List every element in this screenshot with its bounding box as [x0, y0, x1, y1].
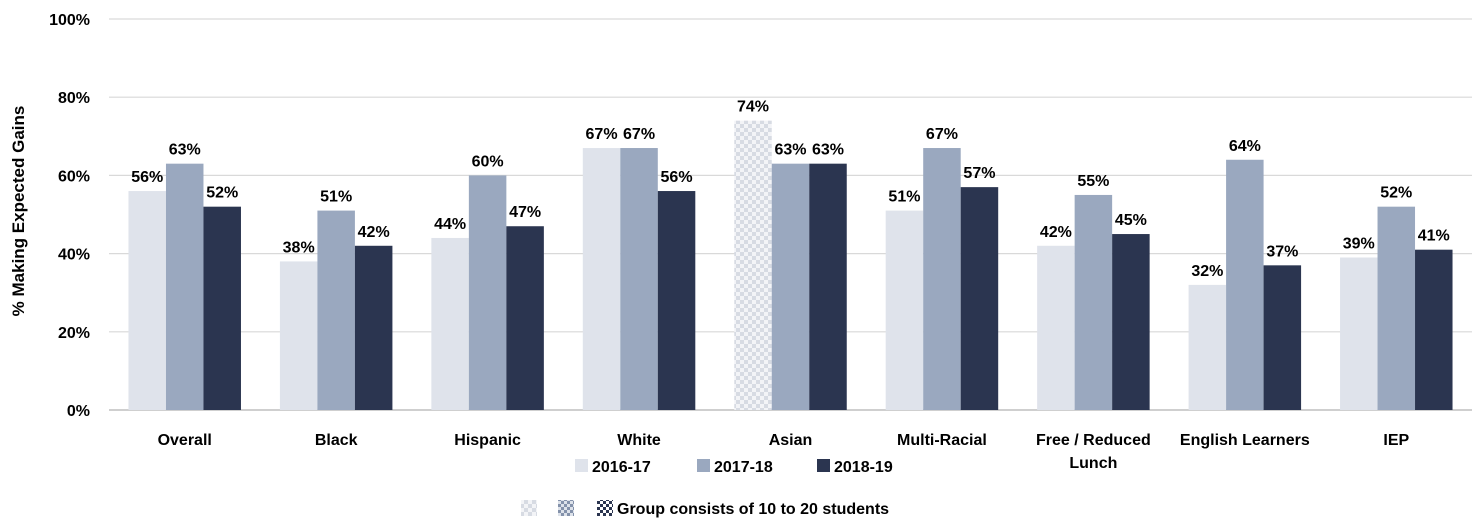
- y-tick-label: 60%: [58, 168, 90, 185]
- bar-black-2017-18: [317, 210, 355, 410]
- bar-overall-2016-17: [128, 191, 166, 410]
- category-label: IEP: [1383, 432, 1409, 449]
- data-label: 64%: [1229, 138, 1261, 155]
- bar-hispanic-2018-19: [506, 226, 544, 410]
- y-tick-label: 20%: [58, 325, 90, 342]
- data-label: 55%: [1077, 173, 1109, 190]
- data-label: 51%: [888, 189, 920, 206]
- data-label: 63%: [774, 142, 806, 159]
- y-axis: 0% 20% 40% 60% 80% 100%: [49, 12, 90, 420]
- category-label: Hispanic: [454, 432, 521, 449]
- data-label: 57%: [963, 165, 995, 182]
- data-label: 52%: [206, 185, 238, 202]
- bar-free-reduced-lunch-2018-19: [1112, 234, 1150, 410]
- bar-multi-racial-2018-19: [960, 187, 999, 410]
- y-axis-label: % Making Expected Gains: [9, 106, 28, 317]
- small-group-note: Group consists of 10 to 20 students: [521, 500, 889, 518]
- bar-hispanic-2016-17: [431, 237, 469, 410]
- bar-multi-racial-2017-18: [923, 148, 961, 410]
- data-label: 67%: [623, 126, 655, 143]
- legend-swatch-small-group-2017-18: [558, 500, 574, 516]
- data-label: 44%: [434, 216, 466, 233]
- data-label: 38%: [283, 239, 315, 256]
- legend-swatch-2017-18: [697, 459, 710, 472]
- bar-english-learners-2016-17: [1188, 284, 1227, 410]
- y-tick-label: 40%: [58, 247, 90, 264]
- bars: [128, 120, 1453, 410]
- x-axis: Overall Black Hispanic White Asian Multi-Raci…: [158, 432, 1410, 472]
- category-label: White: [617, 432, 661, 449]
- bar-free-reduced-lunch-2017-18: [1074, 194, 1113, 410]
- bar-iep-2017-18: [1377, 206, 1416, 410]
- bar-asian-2016-17: [734, 120, 772, 410]
- data-label: 51%: [320, 189, 352, 206]
- data-label: 56%: [131, 169, 163, 186]
- bar-overall-2017-18: [165, 163, 204, 410]
- bar-iep-2018-19: [1415, 249, 1453, 410]
- data-label: 67%: [926, 126, 958, 143]
- data-label: 41%: [1418, 228, 1450, 245]
- legend-label-2018-19: 2018-19: [834, 459, 893, 476]
- data-label: 60%: [472, 153, 504, 170]
- data-label: 47%: [509, 204, 541, 221]
- category-label: Multi-Racial: [897, 432, 987, 449]
- legend-swatch-2016-17: [575, 459, 588, 472]
- bar-black-2016-17: [279, 261, 318, 410]
- bar-white-2016-17: [582, 148, 621, 410]
- category-label: Lunch: [1069, 455, 1117, 472]
- data-label: 74%: [737, 99, 769, 116]
- data-label: 42%: [358, 224, 390, 241]
- bar-overall-2018-19: [203, 206, 241, 410]
- data-label: 37%: [1266, 243, 1298, 260]
- y-tick-label: 80%: [58, 90, 90, 107]
- data-label: 63%: [169, 142, 201, 159]
- data-label: 32%: [1191, 263, 1223, 280]
- legend-swatch-2018-19: [817, 459, 830, 472]
- legend-label-2016-17: 2016-17: [592, 459, 651, 476]
- legend: 2016-17 2017-18 2018-19: [575, 459, 893, 476]
- data-label: 39%: [1343, 236, 1375, 253]
- bar-english-learners-2017-18: [1226, 159, 1264, 410]
- data-label: 45%: [1115, 212, 1147, 229]
- bar-white-2017-18: [620, 148, 658, 410]
- bar-asian-2018-19: [809, 163, 847, 410]
- y-tick-label: 100%: [49, 12, 90, 29]
- legend-label-2017-18: 2017-18: [714, 459, 773, 476]
- category-label: English Learners: [1180, 432, 1310, 449]
- data-label: 42%: [1040, 224, 1072, 241]
- data-labels: 56% 63% 52% 38% 51% 42% 44% 60% 47% 67% 67% 56% 74% 6…: [131, 99, 1450, 280]
- small-group-note-text: Group consists of 10 to 20 students: [617, 501, 889, 518]
- data-label: 63%: [812, 142, 844, 159]
- bar-white-2018-19: [657, 191, 696, 410]
- y-tick-label: 0%: [67, 403, 90, 420]
- category-label: Free / Reduced: [1036, 432, 1151, 449]
- bar-free-reduced-lunch-2016-17: [1037, 245, 1075, 410]
- category-label: Asian: [769, 432, 813, 449]
- data-label: 56%: [661, 169, 693, 186]
- data-label: 52%: [1380, 185, 1412, 202]
- category-label: Overall: [158, 432, 212, 449]
- category-label: Black: [315, 432, 358, 449]
- legend-swatch-small-group-2018-19: [597, 500, 613, 516]
- bar-asian-2017-18: [771, 163, 810, 410]
- bar-english-learners-2018-19: [1263, 265, 1302, 410]
- bar-multi-racial-2016-17: [885, 210, 924, 410]
- data-label: 67%: [586, 126, 618, 143]
- bar-hispanic-2017-18: [468, 175, 507, 410]
- legend-swatch-small-group-2016-17: [521, 500, 537, 516]
- bar-iep-2016-17: [1340, 257, 1378, 410]
- bar-black-2018-19: [354, 245, 393, 410]
